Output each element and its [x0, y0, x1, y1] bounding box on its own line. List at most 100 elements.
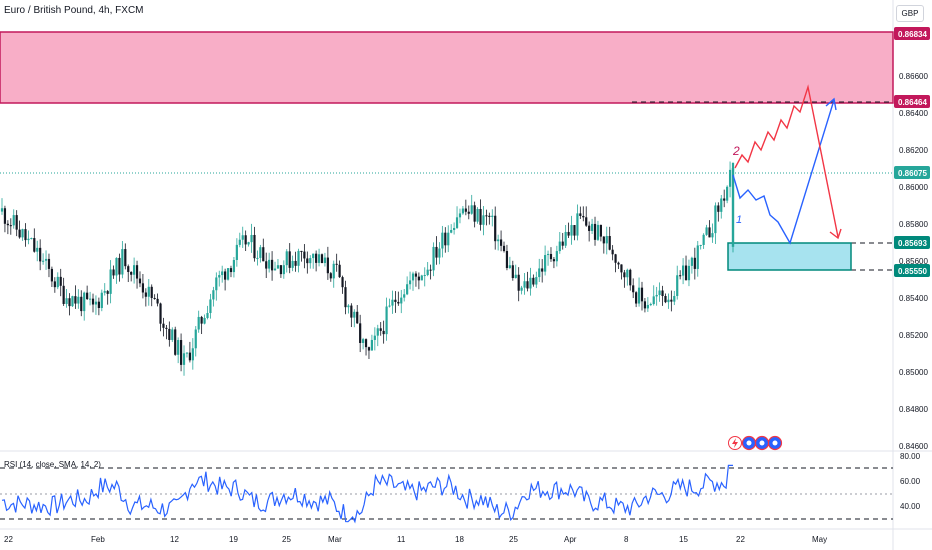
candle-bearish	[288, 251, 291, 268]
candle-bearish	[679, 275, 682, 277]
candle-bullish	[177, 340, 180, 355]
candle-bullish	[191, 348, 194, 361]
price-tick: 0.84800	[899, 405, 928, 414]
dividend-icon[interactable]	[741, 435, 757, 451]
candle-bearish	[59, 276, 62, 286]
time-tick: 18	[455, 535, 464, 544]
candle-bullish	[508, 265, 511, 269]
candle-bullish	[268, 259, 271, 269]
candle-bearish	[394, 299, 397, 302]
price-marker-support-bottom: 0.85550	[894, 264, 930, 277]
candle-bearish	[300, 250, 303, 252]
candle-bullish	[655, 294, 658, 297]
candle-bearish	[24, 229, 27, 241]
resistance-zone[interactable]	[0, 31, 894, 104]
rsi-indicator-title[interactable]: RSI (14, close, SMA, 14, 2)	[4, 460, 101, 469]
candle-bullish	[423, 275, 426, 277]
candle-bearish	[485, 215, 488, 217]
candle-bullish	[497, 239, 500, 242]
dividend-icon[interactable]	[767, 435, 783, 451]
currency-badge[interactable]: GBP	[896, 5, 924, 22]
time-axis[interactable]: 22 Feb 12 19 25 Mar 11 18 25 Apr 8 15 22…	[4, 535, 827, 544]
candle-bullish	[596, 224, 600, 240]
candle-bullish	[491, 215, 494, 217]
bearish-projection-path[interactable]	[734, 84, 839, 238]
symbol-title[interactable]: Euro / British Pound, 4h, FXCM	[4, 5, 144, 16]
candle-bullish	[12, 215, 15, 226]
candle-bearish	[341, 277, 344, 288]
candle-bearish	[473, 205, 476, 222]
candle-bearish	[344, 287, 347, 308]
candle-bullish	[353, 311, 356, 318]
candle-bearish	[494, 215, 497, 242]
candle-bullish	[570, 225, 573, 236]
support-zone[interactable]	[727, 242, 852, 271]
candle-bullish	[699, 244, 702, 246]
candle-bearish	[599, 224, 602, 237]
candle-bullish	[731, 162, 735, 170]
candle-bearish	[97, 301, 100, 309]
candle-bearish	[47, 258, 51, 269]
candle-bearish	[561, 241, 564, 246]
candle-bullish	[285, 251, 288, 266]
candle-bearish	[549, 253, 553, 260]
candle-bearish	[382, 330, 385, 335]
candle-bearish	[684, 265, 688, 281]
candle-bearish	[623, 272, 626, 278]
candle-bullish	[133, 265, 136, 275]
candle-bullish	[482, 215, 485, 225]
candle-bullish	[408, 280, 412, 285]
rsi-line	[1, 464, 733, 524]
candle-bullish	[297, 250, 300, 266]
candle-bearish	[526, 281, 529, 289]
bullish-arrow-head-icon	[825, 97, 837, 111]
candle-bullish	[447, 232, 450, 246]
candle-bearish	[168, 328, 171, 340]
dividend-icon[interactable]	[754, 435, 770, 451]
candle-bearish	[18, 229, 21, 238]
price-tick: 0.86200	[899, 146, 928, 155]
candle-bearish	[693, 257, 696, 269]
candle-bearish	[511, 265, 514, 279]
candle-bearish	[265, 261, 268, 269]
candle-bullish	[403, 294, 406, 298]
candle-bullish	[535, 277, 538, 285]
lightning-icon[interactable]	[728, 436, 742, 450]
candle-bullish	[21, 229, 24, 238]
candle-bearish	[723, 198, 726, 201]
candle-bullish	[385, 306, 388, 335]
svg-text:0.86834: 0.86834	[898, 30, 927, 39]
candle-bearish	[229, 268, 233, 273]
candle-bearish	[629, 269, 632, 286]
candle-bullish	[115, 257, 118, 276]
candle-bearish	[174, 329, 177, 355]
candle-bullish	[121, 249, 124, 275]
candle-bullish	[637, 287, 641, 304]
candle-bullish	[291, 260, 294, 268]
price-axis[interactable]: 0.86600 0.86400 0.86200 0.86000 0.85800 …	[899, 72, 928, 451]
bullish-projection-path[interactable]	[732, 99, 835, 245]
candle-bullish	[77, 296, 80, 304]
candle-bearish	[159, 303, 162, 324]
candle-bullish	[44, 258, 48, 261]
candle-bullish	[676, 275, 679, 296]
candle-bullish	[100, 292, 103, 309]
candle-bearish	[517, 274, 520, 291]
candle-bearish	[708, 227, 711, 238]
candle-bullish	[555, 251, 558, 262]
candle-bullish	[455, 217, 459, 228]
candle-bearish	[279, 265, 282, 275]
candle-bullish	[681, 265, 685, 276]
time-tick: 19	[229, 535, 238, 544]
price-tick: 0.86000	[899, 183, 928, 192]
candle-bullish	[259, 247, 262, 258]
candle-bearish	[338, 264, 341, 278]
price-tick: 0.85600	[899, 257, 928, 266]
candle-bullish	[323, 257, 327, 264]
candle-bullish	[544, 255, 547, 272]
candle-bullish	[705, 227, 708, 235]
candle-bullish	[690, 257, 693, 266]
candle-bullish	[726, 186, 729, 201]
candle-bearish	[188, 352, 191, 361]
